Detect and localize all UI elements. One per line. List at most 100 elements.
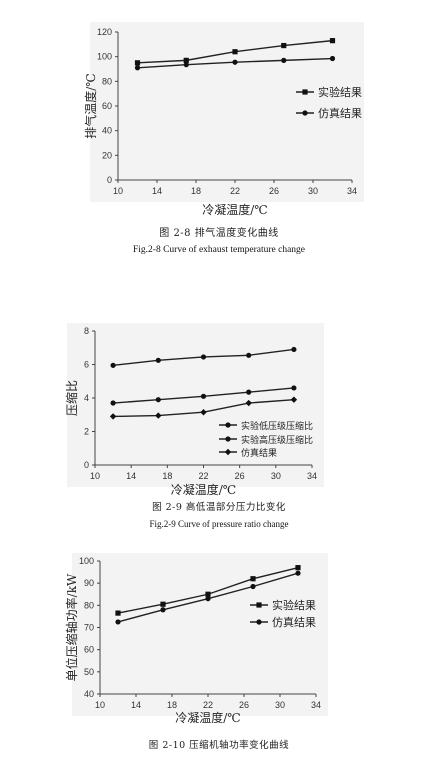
data-point [110, 400, 116, 406]
x-tick-label: 22 [198, 471, 208, 481]
data-point [232, 59, 238, 65]
y-tick-label: 4 [84, 393, 89, 403]
y-axis-title: 单位压缩轴功率/kW [64, 573, 79, 681]
data-point [109, 413, 117, 420]
data-point [329, 55, 336, 62]
legend-label: 实验低压级压缩比 [241, 420, 313, 432]
x-axis-title: 冷凝温度/℃ [171, 482, 236, 497]
data-point [155, 357, 161, 363]
x-tick-label: 18 [191, 186, 201, 196]
legend-marker [256, 602, 262, 608]
y-tick-label: 100 [79, 556, 94, 566]
y-tick-label: 0 [107, 175, 112, 185]
data-point [246, 389, 252, 395]
y-tick-label: 40 [102, 126, 112, 136]
y-axis-title: 压缩比 [64, 380, 79, 416]
data-point [250, 583, 256, 590]
x-tick-label: 34 [347, 186, 357, 196]
data-point [134, 65, 141, 71]
data-point [110, 362, 116, 368]
data-point [155, 397, 161, 403]
x-tick-label: 10 [113, 186, 123, 196]
y-tick-label: 80 [102, 76, 112, 86]
x-axis-title: 冷凝温度/℃ [202, 202, 267, 217]
exhaust-temperature-chart: 10 14 18 22 26 30 34 0 20 40 60 80 100 120 冷凝温度/℃ 排气温度/… [83, 22, 364, 217]
y-tick-label: 50 [84, 667, 94, 677]
data-point [115, 610, 121, 616]
legend-marker [225, 436, 231, 442]
x-axis-title: 冷凝温度/℃ [175, 710, 240, 725]
data-point [281, 57, 287, 63]
data-point [183, 57, 189, 63]
data-point [329, 38, 336, 44]
data-point [295, 565, 301, 571]
data-point [160, 607, 166, 613]
legend-marker [302, 89, 308, 95]
data-point [246, 352, 252, 358]
x-tick-label: 18 [167, 700, 177, 710]
y-tick-label: 70 [84, 623, 94, 633]
x-tick-label: 22 [203, 700, 213, 710]
legend-marker [256, 619, 262, 625]
x-tick-label: 14 [152, 186, 162, 196]
x-tick-label: 14 [131, 700, 141, 710]
y-tick-label: 0 [84, 460, 89, 470]
y-tick-label: 8 [84, 326, 89, 336]
y-tick-label: 60 [102, 101, 112, 111]
x-tick-label: 14 [126, 471, 136, 481]
plot-background [72, 553, 328, 716]
data-point [295, 570, 301, 576]
x-tick-label: 10 [95, 700, 105, 710]
y-tick-label: 40 [84, 689, 94, 699]
data-point [232, 49, 238, 55]
data-point [281, 42, 287, 49]
plot-background [90, 22, 364, 202]
y-tick-label: 100 [97, 52, 112, 62]
figure-2-8-caption-en: Fig.2-8 Curve of exhaust temperature cha… [133, 245, 305, 255]
data-point [160, 601, 166, 607]
x-tick-label: 26 [239, 700, 249, 710]
figure-2-9-caption-en: Fig.2-9 Curve of pressure ratio change [149, 519, 289, 529]
data-point [183, 62, 189, 68]
data-point [200, 393, 207, 399]
legend-label: 实验高压级压缩比 [241, 434, 313, 446]
x-tick-label: 18 [162, 471, 172, 481]
legend-label: 实验结果 [272, 598, 316, 612]
data-point [200, 409, 207, 416]
data-point [115, 619, 121, 625]
y-tick-label: 80 [84, 600, 94, 610]
legend-label: 仿真结果 [241, 447, 277, 459]
x-tick-label: 30 [275, 700, 285, 710]
data-point [250, 576, 256, 582]
data-point [200, 354, 207, 360]
y-tick-label: 60 [84, 645, 94, 655]
plot-background [67, 323, 324, 487]
y-tick-label: 2 [84, 427, 89, 437]
x-tick-label: 34 [307, 471, 317, 481]
data-point [205, 591, 211, 597]
data-point [205, 596, 211, 602]
legend-label: 仿真结果 [318, 106, 362, 120]
x-tick-label: 30 [271, 471, 281, 481]
x-tick-label: 22 [230, 186, 240, 196]
data-point [290, 396, 298, 403]
y-tick-label: 90 [84, 578, 94, 588]
figure-2-8-caption-cn: 图 2-8 排气温度变化曲线 [159, 228, 279, 239]
x-tick-label: 30 [308, 186, 318, 196]
data-point [155, 412, 162, 419]
data-point [291, 346, 297, 353]
data-point [291, 385, 297, 391]
x-tick-label: 26 [235, 471, 245, 481]
legend-marker [225, 422, 231, 428]
y-axis-title: 排气温度/℃ [83, 73, 98, 138]
y-tick-label: 6 [84, 360, 89, 370]
legend-label: 实验结果 [318, 85, 362, 99]
data-point [245, 399, 252, 407]
legend-label: 仿真结果 [272, 615, 316, 629]
figure-2-8: 10 14 18 22 26 30 34 0 20 40 60 80 100 120 冷凝温度/℃ 排气温度/… [0, 0, 438, 270]
figure-2-10-caption-cn: 图 2-10 压缩机轴功率变化曲线 [148, 740, 290, 751]
